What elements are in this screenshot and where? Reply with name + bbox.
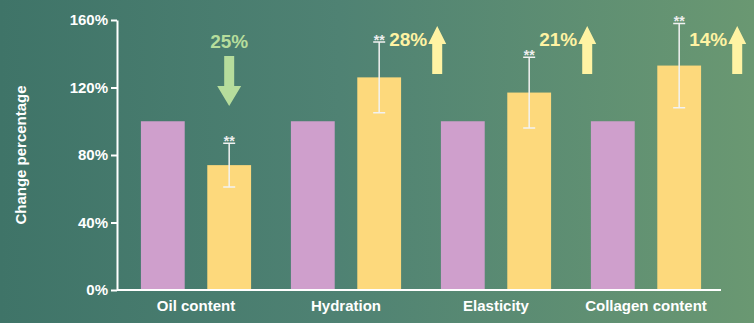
significance-label: **	[674, 13, 685, 29]
x-tick: Oil content	[157, 290, 235, 314]
arrow-down	[217, 56, 241, 106]
change-label: 14%	[689, 29, 727, 50]
change-label: 25%	[210, 31, 248, 52]
significance-label: **	[374, 32, 385, 48]
y-tick-mark	[111, 290, 117, 292]
y-tick: 120%	[70, 79, 117, 96]
error-bar-line	[673, 23, 685, 107]
x-tick: Collagen content	[585, 290, 707, 314]
change-label: 28%	[389, 29, 427, 50]
y-axis: 0% 40% 80% 120% 160%	[70, 11, 118, 298]
y-tick-label: 40%	[78, 214, 108, 231]
bar	[141, 121, 185, 290]
error-bar	[373, 42, 385, 113]
annotations: ** ** ** ** 25% 28% 21% 14%	[210, 13, 746, 149]
arrow-up	[578, 26, 596, 74]
y-tick: 80%	[78, 146, 117, 163]
y-tick-mark	[111, 20, 117, 22]
x-tick-label: Oil content	[157, 297, 235, 314]
y-tick-mark	[111, 155, 117, 157]
change-label: 21%	[539, 29, 577, 50]
significance-label: **	[524, 47, 535, 63]
x-tick: Elasticity	[463, 290, 530, 314]
significance-label: **	[224, 133, 235, 149]
x-axis: Oil content Hydration Elasticity Collagen c…	[117, 290, 721, 314]
error-bar	[523, 57, 535, 128]
error-bar-line	[223, 143, 235, 187]
bar	[591, 121, 635, 290]
x-tick: Hydration	[311, 290, 381, 314]
bar	[291, 121, 335, 290]
y-tick-label: 120%	[70, 79, 108, 96]
x-axis-line	[117, 289, 721, 291]
y-tick-mark	[111, 87, 117, 89]
y-tick-label: 160%	[70, 11, 108, 28]
error-bar-line	[373, 42, 385, 113]
x-tick-label: Collagen content	[585, 297, 707, 314]
x-tick-label: Hydration	[311, 297, 381, 314]
y-tick-label: 0%	[86, 281, 108, 298]
y-tick: 0%	[86, 281, 117, 298]
arrow-up	[728, 26, 746, 74]
bar	[441, 121, 485, 290]
error-bar	[223, 143, 235, 187]
plot-area	[141, 23, 701, 290]
y-tick: 40%	[78, 214, 117, 231]
error-bar	[673, 23, 685, 107]
y-tick-mark	[111, 222, 117, 224]
y-axis-title: Change percentage	[12, 85, 29, 224]
arrow-up	[428, 26, 446, 74]
error-bar-line	[523, 57, 535, 128]
chart: 0% 40% 80% 120% 160% Oil content Hydration Elas…	[0, 0, 754, 323]
y-tick-label: 80%	[78, 146, 108, 163]
y-tick: 160%	[70, 11, 117, 28]
x-tick-label: Elasticity	[463, 297, 530, 314]
